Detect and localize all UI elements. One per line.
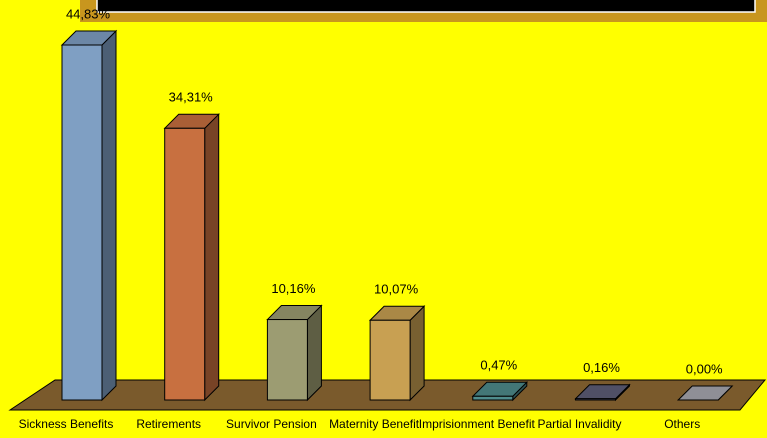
x-tick-label: Retirements bbox=[136, 417, 201, 431]
bar bbox=[61, 44, 103, 401]
bar bbox=[369, 319, 411, 401]
bar bbox=[266, 319, 308, 401]
x-tick-label: Sickness Benefits bbox=[19, 417, 114, 431]
data-label: 0,16% bbox=[583, 360, 620, 375]
x-tick-label: Imprisionment Benefit bbox=[419, 417, 536, 431]
data-label: 44,83% bbox=[66, 6, 111, 21]
x-tick-label: Survivor Pension bbox=[226, 417, 317, 431]
data-label: 0,00% bbox=[686, 361, 723, 376]
x-tick-label: Others bbox=[664, 417, 700, 431]
bar-side bbox=[101, 29, 117, 402]
x-tick-label: Maternity Benefit bbox=[329, 417, 420, 431]
bar-side bbox=[306, 304, 322, 402]
header-box bbox=[96, 0, 756, 13]
bar bbox=[164, 127, 206, 401]
data-label: 34,31% bbox=[169, 90, 214, 105]
x-tick-label: Partial Invalidity bbox=[537, 417, 621, 431]
bar bbox=[575, 398, 616, 401]
data-label: 10,16% bbox=[271, 281, 316, 296]
bar bbox=[472, 395, 514, 401]
data-label: 10,07% bbox=[374, 282, 419, 297]
bar-side bbox=[204, 113, 220, 402]
data-label: 0,47% bbox=[480, 358, 517, 373]
bar-side bbox=[409, 305, 425, 402]
